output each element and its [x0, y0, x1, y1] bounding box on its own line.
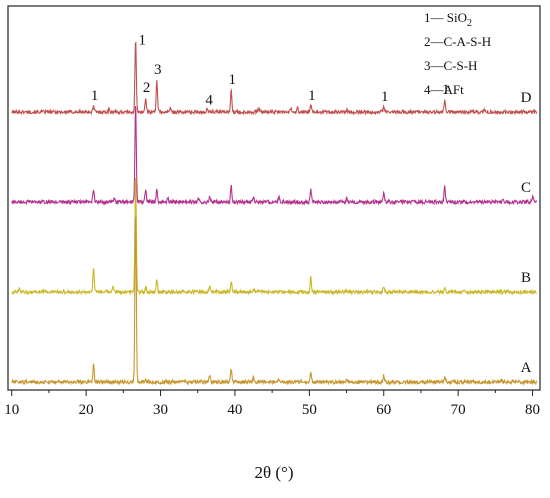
- legend-entry-subscript: 2: [467, 18, 472, 29]
- legend-entry: 4—AFt: [424, 82, 464, 97]
- series-label-a: A: [521, 360, 532, 376]
- peak-label: 2: [143, 80, 151, 96]
- peak-label: 3: [154, 62, 162, 78]
- series-line-d: [11, 41, 538, 116]
- legend-entry-number: 2: [424, 34, 431, 49]
- legend-entry-text: —C-S-H: [430, 58, 478, 73]
- series-labels: D C B A: [521, 90, 532, 376]
- x-tick-label: 20: [79, 402, 94, 418]
- x-tick-label: 80: [525, 402, 540, 418]
- legend-entry-text: — SiO: [430, 10, 467, 25]
- x-tick-label: 60: [376, 402, 391, 418]
- series-label-c: C: [521, 180, 531, 196]
- x-tick-label: 30: [153, 402, 168, 418]
- peak-label: 1: [381, 89, 389, 105]
- series-line-c: [11, 106, 538, 206]
- peak-label: 1: [308, 88, 316, 104]
- legend-entry: 2—C-A-S-H: [424, 34, 491, 49]
- legend-entry: 3—C-S-H: [424, 58, 477, 73]
- peak-label: 1: [138, 32, 146, 48]
- legend-entry-number: 4: [424, 82, 431, 97]
- x-tick-label: 40: [227, 402, 242, 418]
- peak-label: 1: [91, 88, 99, 104]
- series-label-d: D: [521, 90, 532, 106]
- plot-frame: [7, 5, 541, 391]
- x-axis-title: 2θ (°): [254, 463, 293, 482]
- legend-entry-text: —C-A-S-H: [430, 34, 492, 49]
- peak-label: 4: [205, 92, 213, 108]
- legend-entry: 1— SiO2: [424, 10, 472, 29]
- series-layer: [11, 41, 538, 386]
- x-tick-label: 50: [302, 402, 317, 418]
- series-line-b: [11, 177, 538, 296]
- series-label-b: B: [521, 270, 531, 286]
- x-axis: 10 20 30 40 50 60 70 80: [4, 390, 540, 418]
- legend-entry-number: 3: [424, 58, 431, 73]
- series-line-a: [11, 216, 538, 386]
- legend-entry-number: 1: [424, 10, 431, 25]
- peak-label: 1: [228, 72, 236, 88]
- x-tick-label: 70: [451, 402, 466, 418]
- x-tick-label: 10: [4, 402, 19, 418]
- peak-label: 1: [442, 82, 450, 98]
- legend-entry-text: —AFt: [430, 82, 465, 97]
